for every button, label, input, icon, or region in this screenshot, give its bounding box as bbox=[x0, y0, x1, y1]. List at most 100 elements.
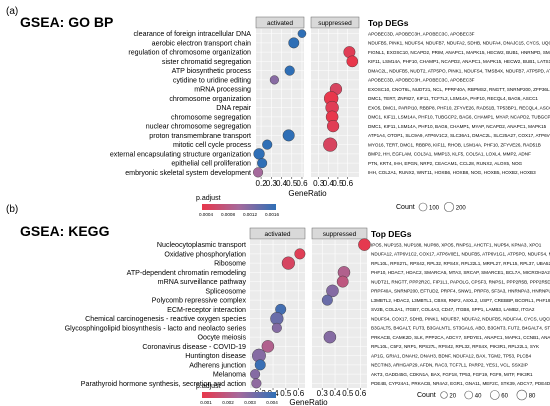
deg-list: L3MBTL2, HDAC2, L3MBTL1, CBX8, RNF2, ASX… bbox=[371, 298, 550, 303]
data-point-suppressed bbox=[323, 330, 337, 344]
data-point-activated bbox=[284, 65, 295, 76]
deg-list: BMP2, HH, EGFLAM, COL3A1, MMP13, KLF5, C… bbox=[368, 152, 531, 157]
term-label: Oocyte meiosis bbox=[198, 334, 247, 342]
color-legend-tick: 0.002 bbox=[222, 400, 234, 405]
deg-list: MYO16, TERT, DMC1, RBBP8, KIF11, RHOB, L… bbox=[368, 142, 541, 147]
x-tick-label: 0.4 bbox=[329, 389, 341, 398]
term-label: Melanoma bbox=[213, 371, 246, 379]
facet-strip-label: suppressed bbox=[318, 20, 352, 27]
deg-list: B3GALT5, B4GALT, FUT3, B3GALNT1, ST3GAL6… bbox=[371, 326, 550, 331]
data-point-suppressed bbox=[323, 137, 338, 152]
term-label: epithelial cell proliferation bbox=[171, 160, 251, 168]
deg-list: NECTIN3, ARHGAP29, AFDN, RAC3, TCF7L1, P… bbox=[371, 363, 528, 368]
data-point-activated bbox=[250, 369, 261, 380]
facet-strip-label: activated bbox=[264, 231, 290, 238]
x-tick-label: 0.6 bbox=[296, 179, 308, 188]
term-label: ATP biosynthetic process bbox=[172, 67, 252, 75]
deg-list: RPL10L, C5F2, NRP1, RPS27L, RPS42, RPL32… bbox=[371, 344, 540, 349]
size-legend-label: 20 bbox=[449, 393, 456, 399]
size-legend-label: 200 bbox=[456, 205, 467, 211]
term-label: Chemical carcinogenesis - reactive oxyge… bbox=[85, 315, 246, 323]
term-label: aerobic electron transport chain bbox=[152, 39, 251, 47]
term-label: mRNA surveillance pathway bbox=[158, 278, 247, 286]
term-label: chromosome segregation bbox=[171, 113, 251, 121]
term-label: Nucleocytoplasmic transport bbox=[157, 241, 246, 249]
facet-panel bbox=[312, 240, 367, 388]
x-tick-label: 0.6 bbox=[342, 179, 354, 188]
color-legend-title: p.adjust bbox=[196, 195, 221, 202]
x-tick-label: 0.5 bbox=[280, 389, 292, 398]
term-label: ECM-receptor interaction bbox=[167, 306, 246, 314]
deg-list: EXO5, DMC1, PARPI10, RBBP8, PHF10, ZFYVE… bbox=[368, 105, 550, 110]
x-tick-label: 0.6 bbox=[355, 389, 367, 398]
term-label: proton transmembrane transport bbox=[149, 132, 251, 140]
deg-list: DMAC2L, NDUFB5, NUDT2, ATP5PO, PINK1, ND… bbox=[368, 68, 550, 73]
x-tick-label: 0.3 bbox=[313, 179, 325, 188]
degs-title: Top DEGs bbox=[368, 18, 409, 28]
size-legend-title: Count bbox=[417, 392, 436, 399]
deg-list: APOBEC3D, APOBEC3H, APOBEC3C, APOBEC3F bbox=[368, 78, 475, 83]
data-point-activated bbox=[262, 139, 273, 150]
term-label: Coronavirus disease - COVID-19 bbox=[142, 343, 246, 351]
x-tick-label: 0.4 bbox=[323, 179, 335, 188]
deg-list: APOBEC3D, APOBEC3H, APOBEC3C, APOBEC3F bbox=[368, 31, 475, 36]
deg-list: PHF10, HDAC7, HDAC2, SMARCA5, MTA3, SRCA… bbox=[371, 270, 550, 275]
size-legend-circle bbox=[516, 389, 528, 401]
deg-list: EXOSC10, CNOT6L, NUDT21, NCL, PPRF40A, R… bbox=[368, 87, 550, 92]
deg-list: PRPF40A, SNRNP200, EFTUD2, PRPF4, SNW1, … bbox=[371, 289, 550, 294]
panel-label: (a) bbox=[6, 6, 18, 17]
x-tick-label: 0.3 bbox=[266, 179, 278, 188]
x-tick-label: 0.2 bbox=[256, 179, 268, 188]
x-tick-label: 0.5 bbox=[332, 179, 344, 188]
data-point-activated bbox=[251, 378, 262, 389]
data-point-suppressed bbox=[346, 55, 359, 68]
deg-list: AP1G, GRIA1, DNAH2, DNAH3, BDNF, NDUFA12… bbox=[371, 353, 532, 358]
size-legend-circle bbox=[489, 390, 500, 400]
size-legend-circle bbox=[418, 202, 428, 212]
deg-list: KIF11, LSM14A, PHF10, CHAMP1, NCAPD2, AN… bbox=[368, 59, 550, 64]
x-tick-label: 0.4 bbox=[276, 179, 288, 188]
size-legend-circle bbox=[443, 201, 455, 213]
data-point-activated bbox=[261, 340, 275, 353]
color-legend-tick: 0.0004 bbox=[199, 212, 213, 217]
data-point-suppressed bbox=[358, 238, 371, 251]
term-label: regulation of chromosome organization bbox=[128, 49, 251, 57]
size-legend-label: 80 bbox=[529, 393, 536, 399]
data-point-activated bbox=[282, 129, 295, 142]
term-label: Glycosphingolipid biosynthesis - lacto a… bbox=[65, 324, 247, 332]
data-point-activated bbox=[257, 158, 268, 169]
data-point-activated bbox=[281, 256, 295, 270]
term-label: Polycomb repressive complex bbox=[152, 297, 247, 305]
data-point-suppressed bbox=[326, 284, 339, 298]
x-tick-label: 0.3 bbox=[317, 389, 329, 398]
term-label: clearance of foreign intracellular DNA bbox=[134, 30, 252, 38]
x-axis-label: GeneRatio bbox=[289, 398, 328, 406]
term-label: Huntington disease bbox=[185, 352, 246, 360]
chart-block-kegg: (b)GSEA: KEGG Nucleocytoplasmic transport… bbox=[6, 204, 550, 406]
size-legend-circle bbox=[464, 390, 474, 400]
deg-list: NDUFA12, ATP6V1C2, COX17, ATP6V0E1, NDUF… bbox=[371, 252, 550, 257]
x-tick-label: 0.5 bbox=[342, 389, 354, 398]
panel-label: (b) bbox=[6, 204, 18, 215]
term-label: nuclear chromosome segregation bbox=[146, 123, 251, 131]
data-point-suppressed bbox=[321, 294, 333, 306]
data-point-activated bbox=[253, 167, 264, 178]
color-legend-bar bbox=[202, 392, 276, 398]
term-label: Ribosome bbox=[214, 260, 246, 268]
facet-strip bbox=[310, 16, 360, 29]
term-label: sister chromatid segregation bbox=[162, 58, 251, 66]
term-label: mRNA processing bbox=[194, 86, 251, 94]
term-label: external encapsulating structure organiz… bbox=[110, 150, 251, 158]
chart-block-go-bp: (a)GSEA: GO BP clearance of foreign intra… bbox=[6, 6, 550, 217]
term-label: mitotic cell cycle process bbox=[173, 141, 252, 149]
data-point-activated bbox=[271, 322, 282, 333]
term-label: Oxidative phosphorylation bbox=[164, 250, 246, 258]
deg-list: IHH, COL2A1, RUNX2, WNT11, HOXB6, HOXB8,… bbox=[368, 170, 536, 175]
size-legend-label: 60 bbox=[501, 393, 508, 399]
deg-list: AKT3, GADD45G, CDKN1A, BAX, FGF18, TP53,… bbox=[371, 372, 533, 377]
deg-list: DMC1, TERT, ZNF827, KIF11, TCF7L2, LSM14… bbox=[368, 96, 538, 101]
data-point-suppressed bbox=[326, 120, 340, 133]
chart-title: GSEA: GO BP bbox=[20, 14, 113, 30]
deg-list: FIGNL1, EXOSC10, NCAPD2, PRIM, ANAPC1, M… bbox=[368, 50, 550, 55]
